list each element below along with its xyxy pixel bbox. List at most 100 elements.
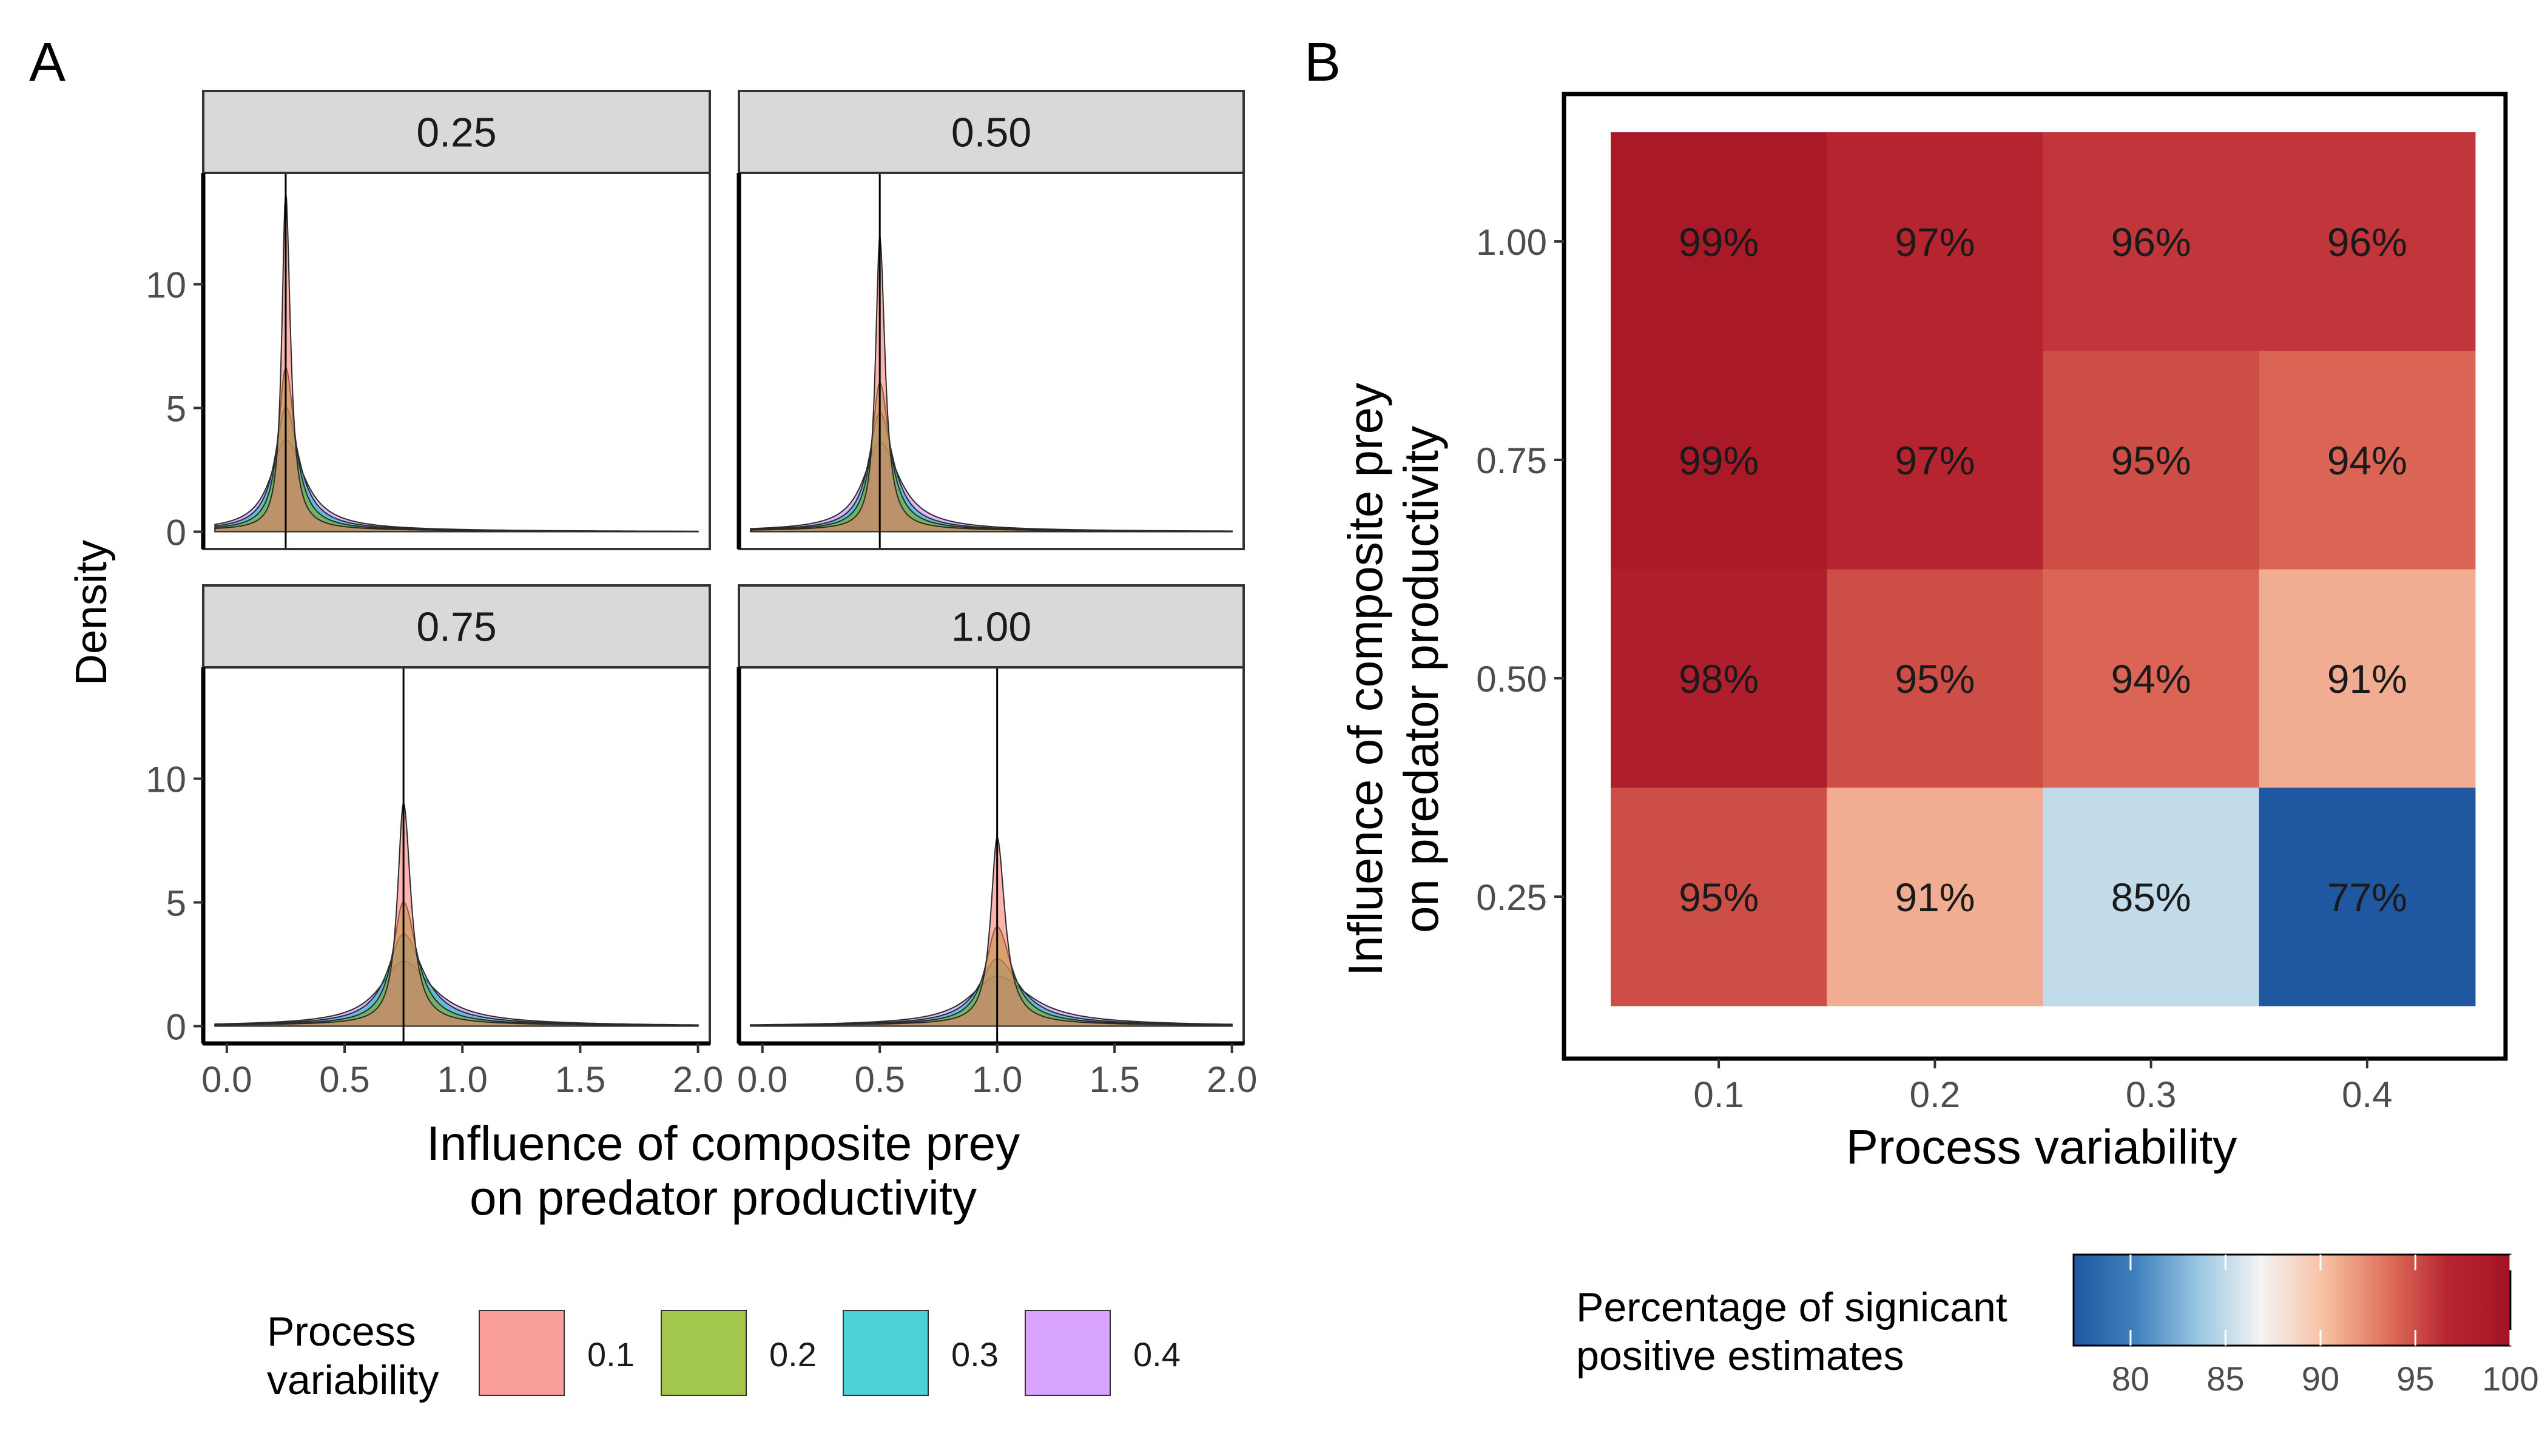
legend-label-0.1: 0.1	[587, 1335, 635, 1373]
facet-strip-label: 0.25	[416, 110, 496, 156]
facet-strip	[202, 90, 711, 174]
colorbar-tick-label: 80	[2112, 1360, 2149, 1398]
facet-1.00: 1.00 0.0 0.5 1.0 1.5 2.0	[736, 584, 1257, 1100]
heatmap-cell	[1827, 351, 2043, 570]
legend-key-0.2	[661, 1310, 747, 1396]
facet-strip	[202, 584, 711, 669]
x-tick-label: 0.0	[201, 1059, 252, 1100]
y-tick-label: 0.75	[1476, 440, 1547, 481]
y-tick-label: 0.50	[1476, 659, 1547, 699]
heatmap-cell	[1827, 787, 2043, 1006]
heatmap-cell-label: 77%	[2327, 875, 2407, 920]
heatmap-cell-label: 91%	[1895, 875, 1975, 920]
panel-b-ylabel-line2: on predator productivity	[1394, 426, 1448, 933]
heatmap-cell	[2259, 569, 2476, 788]
facet-strip-label: 1.00	[951, 604, 1031, 650]
x-tick-label: 1.0	[437, 1059, 487, 1100]
legend-key-0.4	[1025, 1310, 1111, 1396]
heatmap-cell	[1611, 787, 1827, 1006]
heatmap-cell	[1827, 569, 2043, 788]
heatmap-cell	[2043, 132, 2260, 351]
panel-b-ylabel-line1: Influence of composite prey	[1338, 383, 1392, 976]
heatmap-cell	[2259, 351, 2476, 570]
facet-0.75: 0.75 0 5 10 0.0 0.5 1.0 1.5 2.0	[146, 584, 723, 1100]
heatmap-cell	[1827, 132, 2043, 351]
panel-a-legend-title-line2: variability	[267, 1357, 439, 1403]
x-tick-label: 1.0	[972, 1059, 1022, 1100]
y-tick-label: 1.00	[1476, 222, 1547, 263]
heatmap-cell-label: 95%	[2111, 438, 2191, 483]
colorbar-tick-label: 95	[2396, 1360, 2434, 1398]
panel-b-xlabel: Process variability	[1846, 1120, 2237, 1174]
x-tick-label: 0.4	[2342, 1074, 2392, 1115]
panel-a-xlabel-line1: Influence of composite prey	[426, 1116, 1020, 1170]
facet-0.50: 0.50	[736, 90, 1245, 550]
heatmap-cell	[1611, 569, 1827, 788]
x-tick-label: 0.0	[737, 1059, 787, 1100]
panel-a-ylabel: Density	[67, 540, 116, 686]
y-tick-label: 10	[146, 265, 186, 306]
y-tick-label: 0	[166, 512, 186, 553]
heatmap-cell-label: 95%	[1679, 875, 1759, 920]
panel-a-tag: A	[29, 32, 66, 93]
heatmap-cell-label: 97%	[1895, 438, 1975, 483]
heatmap-cell-label: 94%	[2327, 438, 2407, 483]
x-tick-label: 0.3	[2126, 1074, 2176, 1115]
heatmap-cell-label: 96%	[2111, 220, 2191, 265]
panel-b-legend-title-line2: positive estimates	[1576, 1333, 1904, 1379]
panel-a-plot: 0.25 0 5 10 0.50 0.75 0 5 10 0.0 0.5 1.0 1.5 2.0 1.00 0…	[146, 90, 1257, 1396]
heatmap-cell-label: 99%	[1679, 220, 1759, 265]
panel-a-legend-title-line1: Process	[267, 1309, 416, 1355]
legend-key-0.3	[843, 1310, 929, 1396]
legend-label-0.2: 0.2	[769, 1335, 817, 1373]
x-tick-label: 0.2	[1910, 1074, 1960, 1115]
heatmap-frame	[1562, 92, 2508, 1061]
x-tick-label: 1.5	[555, 1059, 605, 1100]
panel-b-plot: 95% 91% 85% 77% 98% 95% 94% 91% 99% 97% 95% 94% 99% 9…	[1476, 92, 2539, 1398]
y-tick-label: 5	[166, 389, 186, 430]
colorbar-tick-label: 100	[2482, 1360, 2538, 1398]
y-tick-label: 0	[166, 1006, 186, 1047]
heatmap-cell-label: 99%	[1679, 438, 1759, 483]
legend-label-0.3: 0.3	[951, 1335, 999, 1373]
heatmap-cell	[2259, 787, 2476, 1006]
facet-0.25: 0.25 0 5 10	[146, 90, 711, 553]
facet-strip-label: 0.50	[951, 110, 1031, 156]
heatmap-cell-label: 91%	[2327, 656, 2407, 701]
heatmap-cell	[2259, 132, 2476, 351]
facet-strip	[738, 90, 1245, 174]
legend-label-0.4: 0.4	[1133, 1335, 1181, 1373]
heatmap-cell-label: 97%	[1895, 220, 1975, 265]
x-tick-label: 0.5	[319, 1059, 369, 1100]
heatmap-cell-label: 94%	[2111, 656, 2191, 701]
heatmap-cell-label: 85%	[2111, 875, 2191, 920]
density-curve-0.3	[214, 933, 699, 1027]
y-tick-label: 5	[166, 883, 186, 924]
density-curve-0.1	[750, 237, 1233, 533]
density-curve-0.3	[750, 411, 1233, 533]
heatmap-cell	[2043, 787, 2260, 1006]
colorbar: 80 85 90 95 100	[2072, 1253, 2539, 1398]
y-tick-label: 10	[146, 760, 186, 800]
heatmap-cell	[2043, 569, 2260, 788]
density-curve-0.1	[214, 801, 699, 1027]
heatmap-cell-label: 95%	[1895, 656, 1975, 701]
heatmap-cell-label: 96%	[2327, 220, 2407, 265]
colorbar-border	[2072, 1253, 2512, 1347]
facet-panel-border	[202, 666, 711, 1045]
facet-strip-label: 0.75	[416, 604, 496, 650]
panel-a-xlabel-line2: on predator productivity	[470, 1171, 977, 1225]
x-tick-label: 0.5	[854, 1059, 905, 1100]
heatmap-cell	[2043, 351, 2260, 570]
colorbar-tick-label: 85	[2206, 1360, 2244, 1398]
density-curve-0.1	[750, 837, 1233, 1027]
x-tick-label: 1.5	[1089, 1059, 1139, 1100]
x-tick-label: 0.1	[1693, 1074, 1744, 1115]
panel-b-legend-title-line1: Percentage of signicant	[1576, 1284, 2007, 1330]
density-curve-0.2	[750, 382, 1233, 533]
panel-a-legend: 0.1 0.2 0.3 0.4	[479, 1310, 1181, 1396]
heatmap-cell	[1611, 351, 1827, 570]
facet-strip	[738, 584, 1245, 669]
density-curve-0.4	[750, 441, 1233, 533]
